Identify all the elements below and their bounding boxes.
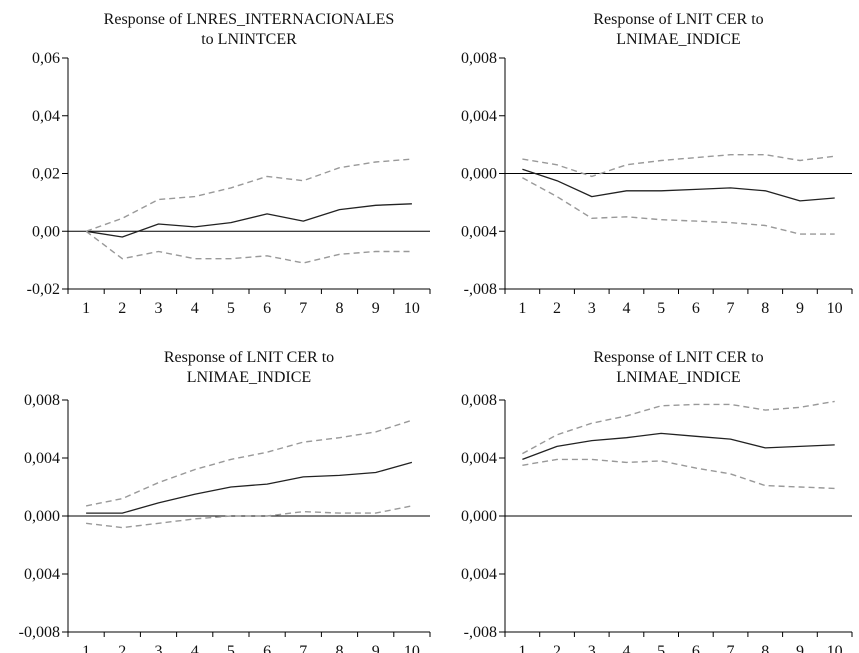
- upper-band-line: [85, 158, 412, 232]
- chart-panel-bottom-right: Response of LNIT CER to LNIMAE_INDICE -,00…: [461, 349, 853, 653]
- response-line: [522, 168, 835, 202]
- y-tick-label: 0,000: [461, 166, 497, 183]
- y-tick-label: -0,02: [27, 281, 60, 298]
- x-tick-label: 3: [155, 300, 163, 317]
- x-tick-label: 6: [692, 643, 700, 653]
- x-tick-label: 10: [404, 300, 420, 317]
- x-tick-label: 8: [761, 643, 769, 653]
- y-tick-label: 0,004: [461, 450, 497, 467]
- x-tick-label: 4: [622, 643, 630, 653]
- y-tick-label: 0,000: [461, 508, 497, 525]
- x-tick-label: 8: [336, 643, 344, 653]
- x-tick-label: 7: [299, 300, 307, 317]
- x-tick-label: 7: [299, 643, 307, 653]
- x-tick-label: 7: [727, 300, 735, 317]
- x-tick-label: 9: [372, 643, 380, 653]
- x-tick-label: 3: [155, 643, 163, 653]
- response-line: [85, 203, 412, 238]
- y-tick-label: 0,008: [461, 392, 497, 409]
- chart-title-line: to LNINTCER: [201, 31, 297, 48]
- x-tick-label: 1: [82, 300, 90, 317]
- chart-panel-bottom-left: Response of LNIT CER to LNIMAE_INDICE -0,0…: [19, 349, 431, 653]
- y-tick-label: 0,06: [32, 50, 60, 67]
- x-tick-label: 2: [118, 300, 126, 317]
- x-tick-label: 2: [553, 300, 561, 317]
- chart-title-line: LNIMAE_INDICE: [187, 369, 311, 386]
- response-line: [86, 461, 413, 514]
- y-tick-label: 0,008: [24, 392, 60, 409]
- x-tick-label: 10: [827, 300, 843, 317]
- x-tick-label: 6: [263, 643, 271, 653]
- lower-band-line: [522, 458, 835, 490]
- lower-band-line: [522, 177, 835, 235]
- x-tick-label: 9: [372, 300, 380, 317]
- y-tick-label: 0,008: [461, 50, 497, 67]
- upper-band-line: [85, 419, 413, 507]
- x-tick-label: 5: [227, 643, 235, 653]
- upper-band-line: [522, 400, 835, 455]
- chart-title-line: LNIMAE_INDICE: [616, 369, 740, 386]
- chart-title-line: Response of LNRES_INTERNACIONALES: [104, 11, 395, 28]
- y-tick-label: 0,004: [24, 450, 60, 467]
- x-tick-label: 6: [692, 300, 700, 317]
- y-tick-label: 0,00: [32, 223, 60, 240]
- chart-title-line: Response of LNIT CER to: [164, 349, 334, 366]
- x-tick-label: 9: [796, 643, 804, 653]
- y-tick-label: 0,004: [24, 566, 60, 583]
- y-tick-label: -,008: [464, 281, 497, 298]
- y-tick-label: 0,04: [32, 108, 60, 125]
- x-tick-label: 8: [336, 300, 344, 317]
- chart-title-line: Response of LNIT CER to: [593, 11, 763, 28]
- x-tick-label: 1: [518, 300, 526, 317]
- y-tick-label: 0,004: [461, 566, 497, 583]
- x-tick-label: 8: [761, 300, 769, 317]
- x-tick-label: 9: [796, 300, 804, 317]
- lower-band-line: [85, 230, 412, 264]
- x-tick-label: 7: [727, 643, 735, 653]
- chart-panel-top-right: Response of LNIT CER to LNIMAE_INDICE -,00…: [461, 11, 853, 317]
- x-tick-label: 4: [191, 300, 199, 317]
- x-tick-label: 3: [588, 643, 596, 653]
- y-tick-label: -,008: [464, 624, 497, 641]
- x-tick-label: 5: [227, 300, 235, 317]
- x-tick-label: 1: [518, 643, 526, 653]
- chart-title-line: LNIMAE_INDICE: [616, 31, 740, 48]
- x-tick-label: 3: [588, 300, 596, 317]
- y-tick-label: -0,008: [19, 624, 60, 641]
- y-tick-label: 0,004: [461, 223, 497, 240]
- x-tick-label: 6: [263, 300, 271, 317]
- x-tick-label: 10: [827, 643, 843, 653]
- x-tick-label: 2: [553, 643, 561, 653]
- y-tick-label: 0,000: [24, 508, 60, 525]
- x-tick-label: 4: [622, 300, 630, 317]
- y-tick-label: 0,02: [32, 166, 60, 183]
- y-tick-label: 0,004: [461, 108, 497, 125]
- x-tick-label: 4: [191, 643, 199, 653]
- x-tick-label: 2: [118, 643, 126, 653]
- x-tick-label: 5: [657, 300, 665, 317]
- x-tick-label: 10: [404, 643, 420, 653]
- lower-band-line: [86, 505, 413, 529]
- x-tick-label: 5: [657, 643, 665, 653]
- x-tick-label: 1: [82, 643, 90, 653]
- upper-band-line: [522, 153, 835, 178]
- response-line: [522, 432, 835, 461]
- chart-title-line: Response of LNIT CER to: [593, 349, 763, 366]
